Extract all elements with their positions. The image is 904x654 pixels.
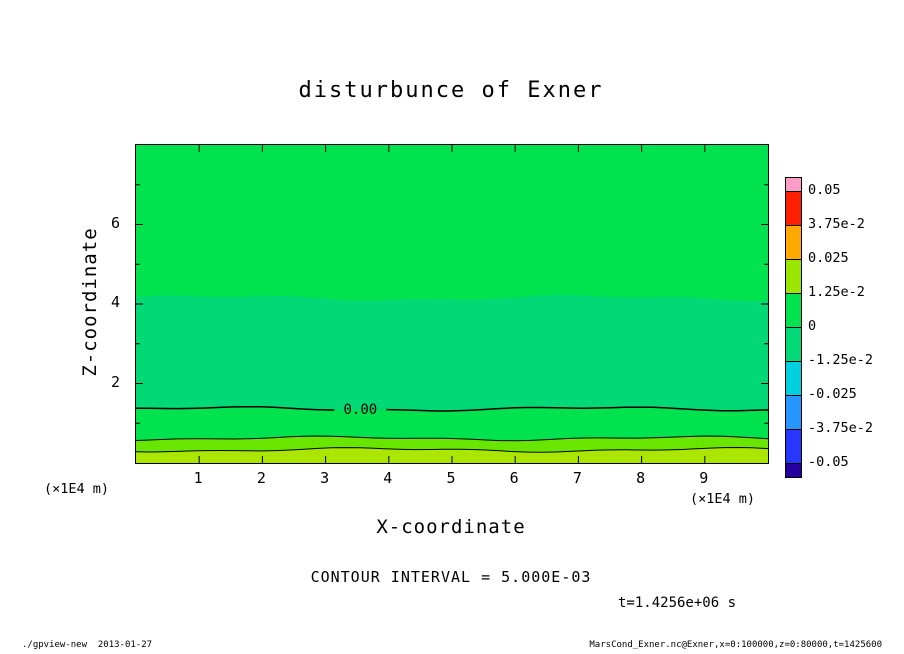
colorbar-segment	[785, 327, 802, 362]
tone-band	[136, 447, 768, 463]
colorbar-tick-label: 0	[808, 318, 817, 334]
colorbar-segment	[785, 361, 802, 396]
y-tick-label: 2	[110, 372, 120, 391]
x-tick-label: 2	[256, 469, 266, 487]
x-tick-label: 1	[193, 469, 203, 487]
colorbar-segment	[785, 177, 802, 192]
zero-contour-label: 0.00	[344, 402, 378, 418]
colorbar-tick-label: 3.75e-2	[808, 216, 865, 232]
colorbar-segment	[785, 463, 802, 478]
colorbar-tick-label: -0.05	[808, 454, 849, 470]
contour-line	[136, 435, 768, 442]
colorbar-segment	[785, 191, 802, 226]
x-tick-label: 9	[699, 469, 709, 487]
contour-line	[136, 446, 768, 453]
x-axis-unit: (×1E4 m)	[690, 491, 756, 507]
contour-line	[386, 406, 768, 412]
x-tick-label: 6	[509, 469, 519, 487]
colorbar-tick-label: 0.05	[808, 182, 841, 198]
footer-data-source: MarsCond_Exner.nc@Exner,x=0:100000,z=0:8…	[589, 640, 882, 650]
x-axis-label: X-coordinate	[376, 516, 526, 538]
colorbar-segment	[785, 293, 802, 328]
colorbar-segment	[785, 429, 802, 464]
plot-area: 0.00	[135, 144, 769, 464]
x-tick-label: 8	[636, 469, 646, 487]
x-tick-label: 7	[572, 469, 582, 487]
contour-interval-note: CONTOUR INTERVAL = 5.000E-03	[310, 568, 592, 586]
time-annotation: t=1.4256e+06 s	[618, 595, 737, 611]
contour-line	[136, 405, 335, 411]
colorbar-tick-label: -3.75e-2	[808, 420, 874, 436]
y-tick-label: 6	[110, 213, 120, 232]
x-tick-label: 4	[383, 469, 393, 487]
colorbar-tick-label: -1.25e-2	[808, 352, 874, 368]
x-tick-label: 3	[320, 469, 330, 487]
contour-plot-svg: 0.00	[136, 145, 768, 463]
y-axis-unit: (×1E4 m)	[44, 481, 110, 497]
footer-command-line: ./gpview-new 2013-01-27	[22, 640, 153, 650]
colorbar	[785, 177, 802, 483]
colorbar-tick-label: 1.25e-2	[808, 284, 865, 300]
colorbar-segment	[785, 225, 802, 260]
colorbar-tick-label: -0.025	[808, 386, 857, 402]
x-tick-label: 5	[446, 469, 456, 487]
y-tick-label: 4	[110, 293, 120, 311]
colorbar-svg	[785, 177, 802, 478]
chart-title: disturbunce of Exner	[298, 78, 604, 103]
colorbar-segment	[785, 259, 802, 294]
colorbar-segment	[785, 395, 802, 430]
colorbar-tick-label: 0.025	[808, 250, 849, 266]
